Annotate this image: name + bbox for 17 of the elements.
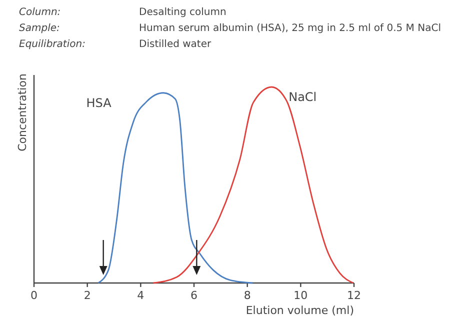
text: Sample:	[19, 23, 60, 34]
text: HSA	[86, 96, 112, 110]
y-axis-title: Concentration	[16, 74, 29, 152]
series-label: NaCl	[288, 90, 317, 104]
x-tick-label: 10	[294, 289, 308, 302]
x-tick-label: 0	[30, 289, 38, 302]
x-tick-label: 6	[190, 289, 198, 302]
text: Column:	[19, 7, 61, 18]
x-tick-label: 2	[84, 289, 91, 302]
x-tick-label: 4	[137, 289, 144, 302]
text: Desalting column	[139, 7, 226, 18]
x-axis-title: Elution volume (ml)	[246, 304, 354, 317]
text: Distilled water	[139, 39, 212, 50]
text: Human serum albumin (HSA), 25 mg in 2.5 ml of 0.5 M NaCl	[139, 23, 441, 34]
text: Equilibration:	[19, 39, 86, 50]
x-tick-label: 8	[244, 289, 251, 302]
x-tick-label: 12	[347, 289, 361, 302]
